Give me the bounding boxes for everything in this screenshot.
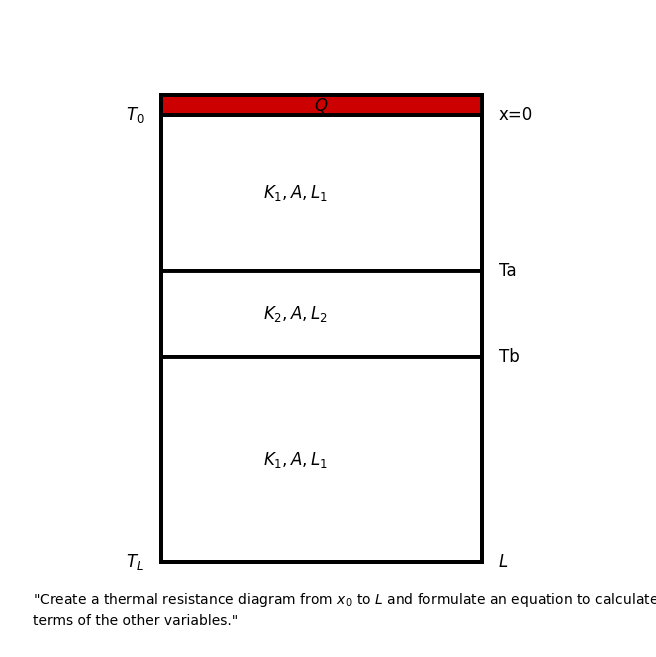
Text: L: L [499,553,508,571]
Text: $K_2, A, L_2$: $K_2, A, L_2$ [263,304,327,325]
Text: x=0: x=0 [499,106,533,124]
Text: $T_0$: $T_0$ [125,105,144,125]
Text: $K_1, A, L_1$: $K_1, A, L_1$ [263,449,327,470]
Text: terms of the other variables.": terms of the other variables." [33,614,238,628]
Text: "Create a thermal resistance diagram from $x_0$ to $L$ and formulate an equation: "Create a thermal resistance diagram fro… [33,591,656,609]
Bar [161,357,482,562]
Bar [161,115,482,271]
Bar [161,95,482,115]
Bar [161,271,482,357]
Text: $T_L$: $T_L$ [127,552,144,572]
Bar [161,95,482,562]
Text: $K_1, A, L_1$: $K_1, A, L_1$ [263,183,327,203]
Text: Ta: Ta [499,262,516,280]
Text: Tb: Tb [499,348,520,367]
Text: $Q$: $Q$ [314,95,329,114]
